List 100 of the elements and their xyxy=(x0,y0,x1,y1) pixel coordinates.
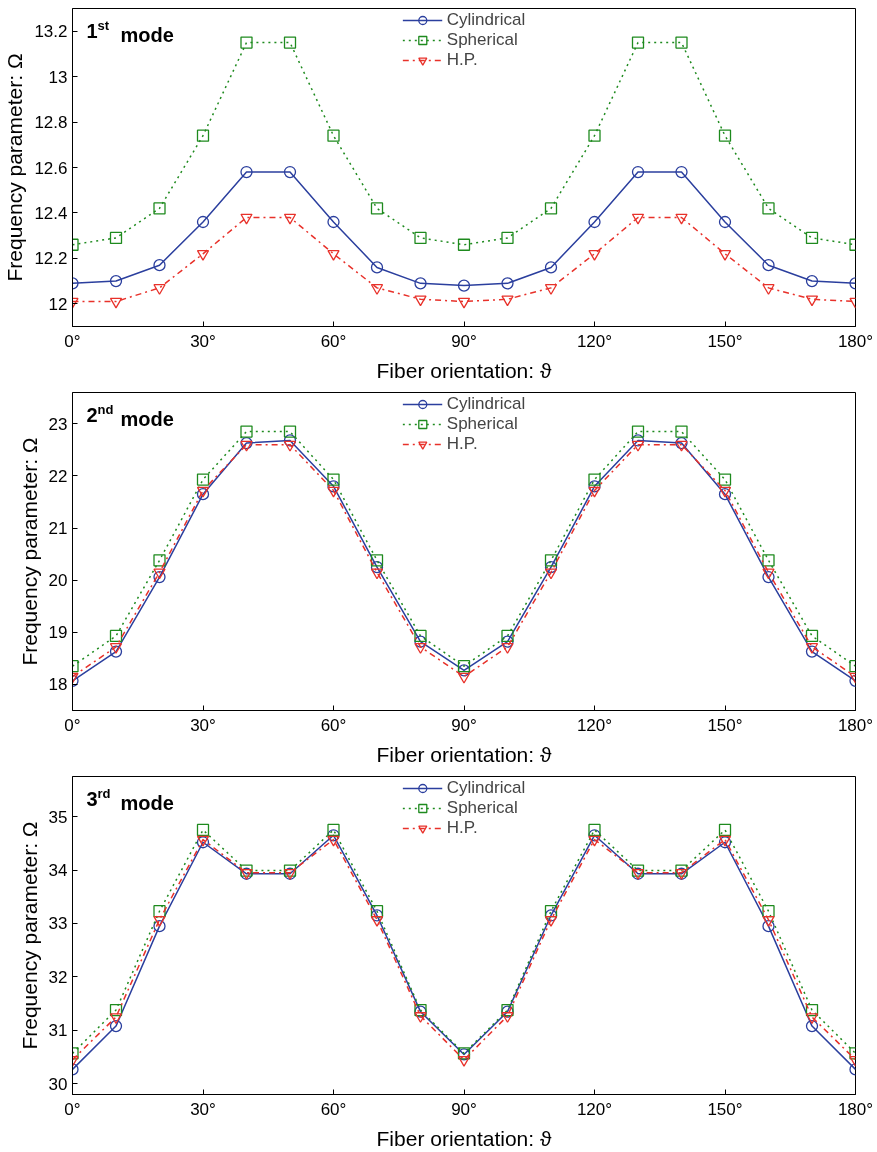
point xyxy=(196,823,210,837)
point xyxy=(240,425,253,438)
point xyxy=(588,486,601,498)
point xyxy=(805,1013,819,1025)
point xyxy=(240,440,253,452)
point xyxy=(762,554,775,567)
point xyxy=(762,920,775,933)
point xyxy=(109,231,123,245)
y-axis-title: Frequency parameter: Ω xyxy=(17,437,41,666)
x-tick-label: 120° xyxy=(576,331,613,351)
x-tick-label: 90° xyxy=(451,715,477,735)
y-tick-label: 35 xyxy=(48,807,68,827)
x-tick-label: 60° xyxy=(320,331,347,351)
x-axis-title: Fiber orientation: ϑ xyxy=(376,358,552,382)
x-tick-label: 120° xyxy=(576,715,613,735)
y-tick-label: 12 xyxy=(48,294,68,314)
point xyxy=(588,129,601,142)
point xyxy=(370,284,384,295)
point xyxy=(457,660,471,673)
point xyxy=(544,909,558,922)
point xyxy=(153,554,166,567)
y-tick-label: 21 xyxy=(48,519,68,539)
point xyxy=(414,277,427,290)
point xyxy=(501,629,514,643)
point xyxy=(153,570,166,584)
point xyxy=(805,645,819,658)
point xyxy=(457,279,471,292)
point xyxy=(370,915,384,927)
point xyxy=(370,261,384,274)
point xyxy=(718,129,732,142)
x-tick-label: 0° xyxy=(64,331,81,351)
point xyxy=(153,920,166,933)
point xyxy=(588,823,601,837)
point xyxy=(370,202,384,215)
point xyxy=(457,672,471,684)
point xyxy=(109,645,123,658)
point xyxy=(544,284,558,295)
x-tick-label: 0° xyxy=(64,715,81,735)
point xyxy=(457,664,471,677)
x-tick-label: 90° xyxy=(451,331,477,351)
point xyxy=(501,295,514,307)
point xyxy=(588,835,601,847)
point xyxy=(675,436,688,450)
y-axis-title: Frequency parameter: Ω xyxy=(3,53,27,282)
point xyxy=(414,231,427,245)
x-tick-label: 30° xyxy=(190,1099,216,1119)
y-tick-label: 23 xyxy=(48,414,68,434)
point xyxy=(588,480,601,493)
point xyxy=(588,473,601,486)
legend-label: Spherical xyxy=(446,30,518,50)
point xyxy=(544,915,558,927)
point xyxy=(414,643,427,654)
point xyxy=(718,823,732,837)
point xyxy=(501,643,514,654)
x-tick-label: 30° xyxy=(190,715,216,735)
point xyxy=(762,202,775,215)
point xyxy=(544,202,558,215)
legend-label: Spherical xyxy=(446,414,518,434)
x-tick-label: 150° xyxy=(707,1099,743,1119)
point xyxy=(240,436,253,450)
point xyxy=(283,36,297,49)
point xyxy=(283,434,297,447)
x-tick-label: 180° xyxy=(837,331,874,351)
point xyxy=(327,249,340,261)
x-axis-title: Fiber orientation: ϑ xyxy=(376,742,552,766)
point xyxy=(501,635,514,648)
y-axis-title: Frequency parameter: Ω xyxy=(17,821,41,1050)
point xyxy=(153,259,166,272)
x-tick-label: 150° xyxy=(707,715,743,735)
point xyxy=(457,1055,471,1067)
x-tick-label: 120° xyxy=(576,1099,613,1119)
point xyxy=(631,425,645,438)
point xyxy=(327,486,340,498)
point xyxy=(805,274,819,288)
point xyxy=(544,554,558,567)
point xyxy=(109,629,123,643)
legend-label: Spherical xyxy=(446,798,518,818)
point xyxy=(544,568,558,580)
y-tick-label: 22 xyxy=(48,466,68,486)
point xyxy=(631,434,645,447)
legend-label: H.P. xyxy=(446,50,478,70)
point xyxy=(631,165,645,179)
x-tick-label: 180° xyxy=(837,715,874,735)
y-tick-label: 12.8 xyxy=(34,113,68,133)
y-tick-label: 33 xyxy=(48,914,68,934)
y-tick-label: 34 xyxy=(48,861,68,881)
point xyxy=(109,297,123,309)
x-axis-title: Fiber orientation: ϑ xyxy=(376,1126,552,1150)
point xyxy=(196,129,210,142)
point xyxy=(109,643,123,654)
point xyxy=(718,249,732,261)
point xyxy=(327,823,340,837)
point xyxy=(805,295,819,307)
point xyxy=(327,480,340,493)
point xyxy=(196,215,210,229)
legend-label: H.P. xyxy=(446,434,478,454)
point xyxy=(414,1012,427,1023)
point xyxy=(153,284,166,295)
point xyxy=(327,473,340,486)
point xyxy=(718,473,732,486)
